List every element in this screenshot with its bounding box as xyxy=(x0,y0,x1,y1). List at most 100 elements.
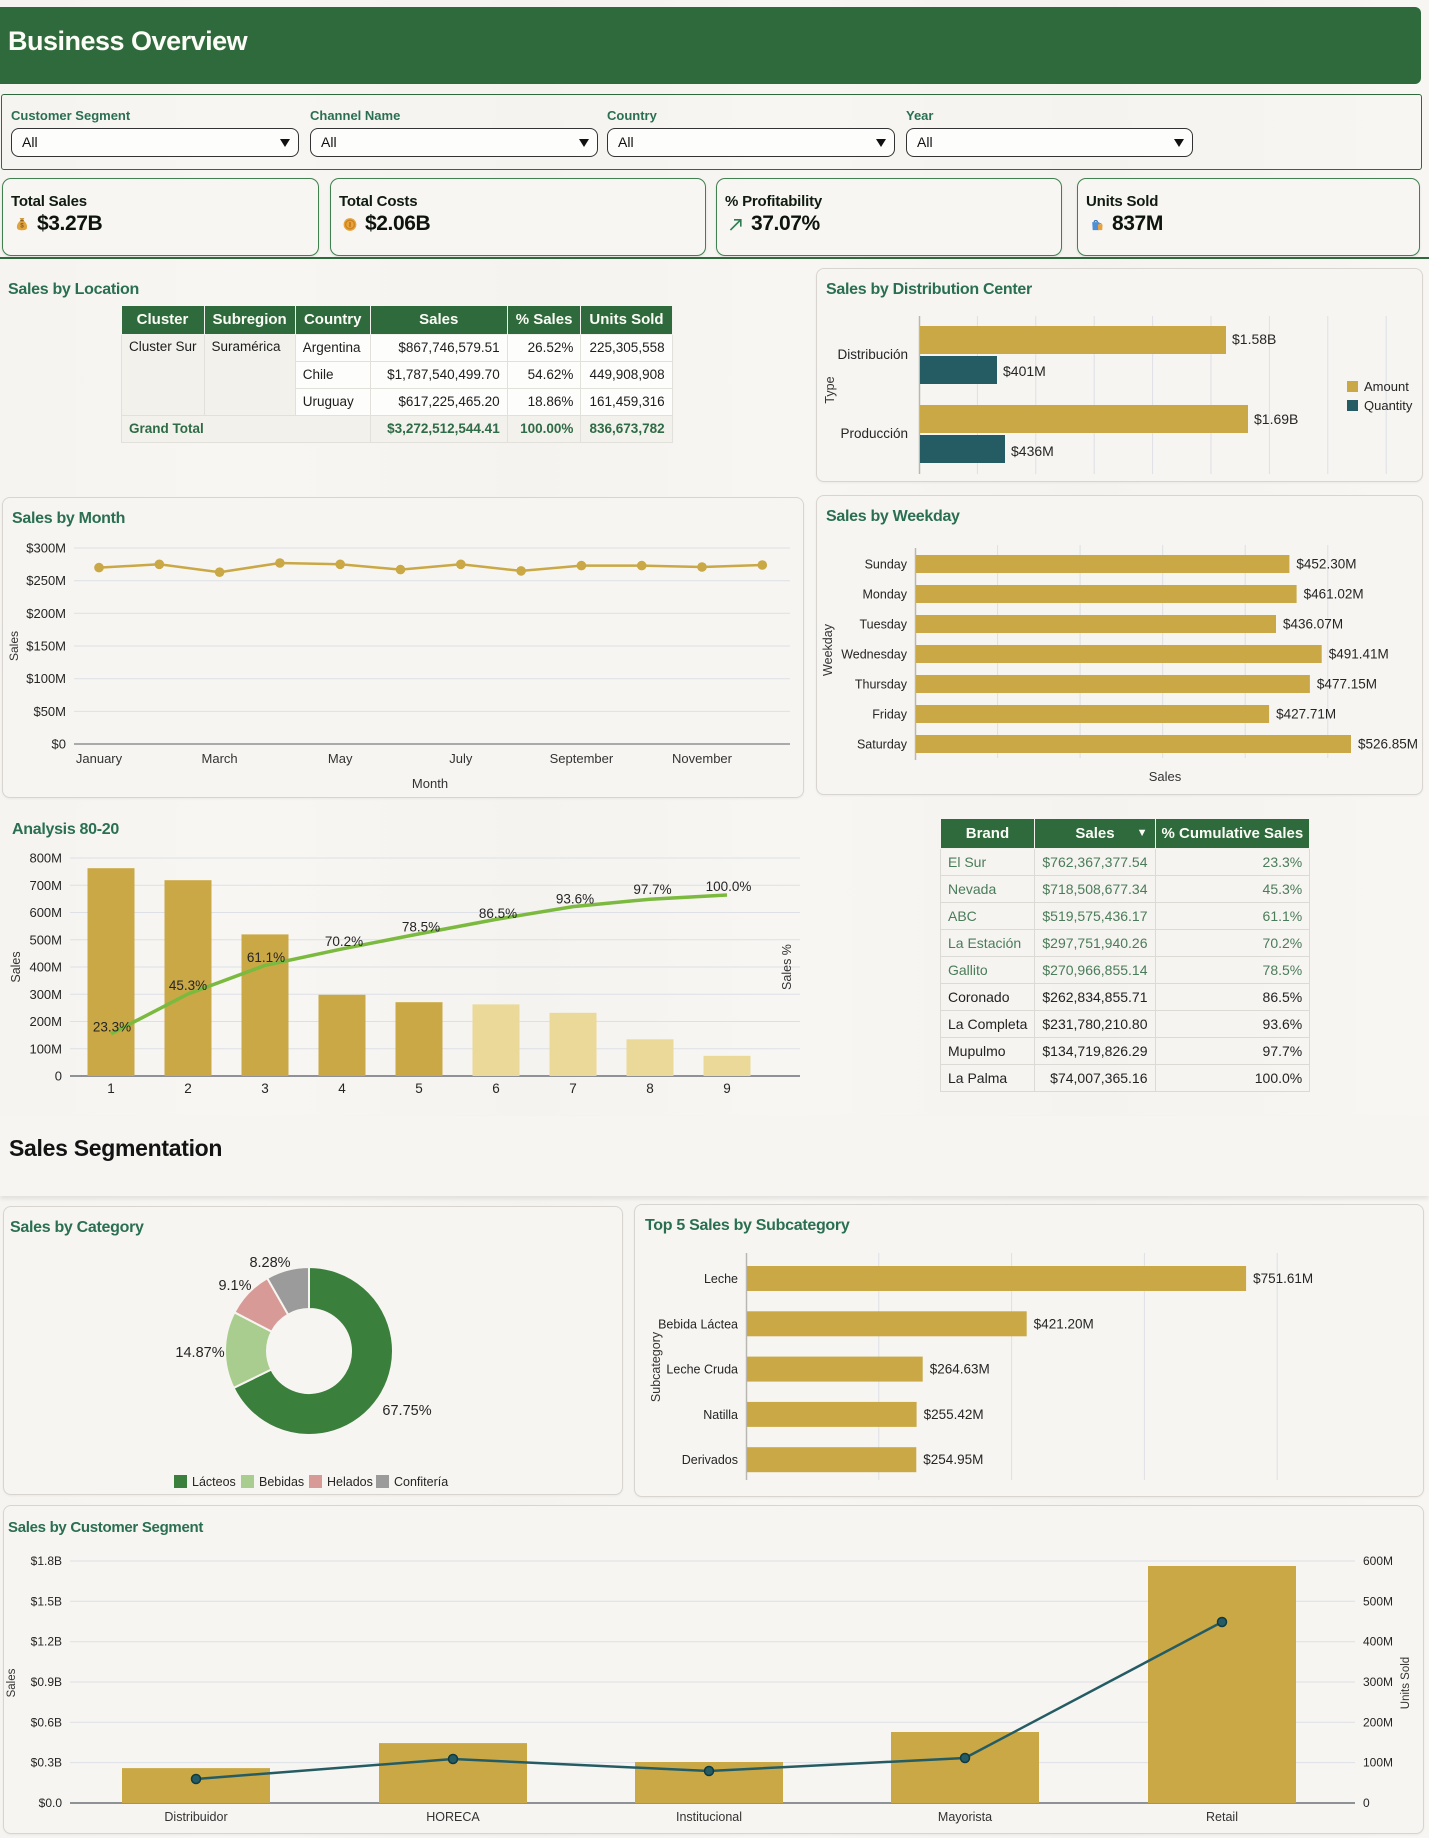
svg-text:45.3%: 45.3% xyxy=(169,978,207,993)
svg-text:Sales: Sales xyxy=(1149,769,1182,784)
svg-text:7: 7 xyxy=(569,1081,577,1096)
svg-text:$452.30M: $452.30M xyxy=(1296,557,1356,572)
svg-text:$250M: $250M xyxy=(26,573,66,588)
svg-text:$254.95M: $254.95M xyxy=(923,1452,983,1467)
svg-text:Sales %: Sales % xyxy=(780,944,794,990)
svg-text:93.6%: 93.6% xyxy=(556,892,594,907)
svg-text:$255.42M: $255.42M xyxy=(924,1407,984,1422)
svg-text:23.3%: 23.3% xyxy=(93,1020,131,1035)
svg-text:70.2%: 70.2% xyxy=(325,934,363,949)
svg-text:Monday: Monday xyxy=(863,588,908,602)
svg-text:600M: 600M xyxy=(1363,1554,1393,1568)
svg-text:700M: 700M xyxy=(29,878,62,893)
svg-text:Lácteos: Lácteos xyxy=(192,1475,236,1489)
svg-text:Saturday: Saturday xyxy=(857,738,908,752)
svg-text:Sunday: Sunday xyxy=(865,558,908,572)
svg-text:100M: 100M xyxy=(29,1041,62,1056)
svg-text:500M: 500M xyxy=(29,932,62,947)
svg-text:$491.41M: $491.41M xyxy=(1329,647,1389,662)
svg-text:300M: 300M xyxy=(1363,1675,1393,1689)
svg-text:$50M: $50M xyxy=(33,704,66,719)
svg-text:$150M: $150M xyxy=(26,639,66,654)
svg-text:500M: 500M xyxy=(1363,1594,1393,1608)
svg-text:0: 0 xyxy=(1363,1796,1370,1810)
svg-text:$0.6B: $0.6B xyxy=(31,1715,62,1729)
svg-text:Retail: Retail xyxy=(1206,1810,1238,1824)
svg-text:$421.20M: $421.20M xyxy=(1034,1316,1094,1331)
svg-text:200M: 200M xyxy=(29,1014,62,1029)
svg-text:97.7%: 97.7% xyxy=(633,882,671,897)
svg-text:Bebidas: Bebidas xyxy=(259,1475,304,1489)
svg-text:$: $ xyxy=(20,223,24,230)
svg-text:$436.07M: $436.07M xyxy=(1283,617,1343,632)
svg-text:Type: Type xyxy=(823,376,837,403)
svg-text:8.28%: 8.28% xyxy=(249,1255,290,1271)
svg-text:$200M: $200M xyxy=(26,606,66,621)
svg-text:$1.5B: $1.5B xyxy=(31,1594,62,1608)
svg-text:Quantity: Quantity xyxy=(1364,398,1413,413)
svg-text:Bebida Láctea: Bebida Láctea xyxy=(658,1317,738,1331)
svg-text:$264.63M: $264.63M xyxy=(930,1362,990,1377)
svg-text:67.75%: 67.75% xyxy=(382,1403,431,1419)
svg-text:Amount: Amount xyxy=(1364,379,1409,394)
svg-text:5: 5 xyxy=(415,1081,423,1096)
svg-text:Distribuidor: Distribuidor xyxy=(164,1810,227,1824)
svg-text:$0.3B: $0.3B xyxy=(31,1756,62,1770)
svg-text:Natilla: Natilla xyxy=(703,1408,738,1422)
svg-text:$1.69B: $1.69B xyxy=(1254,411,1298,427)
svg-text:3: 3 xyxy=(261,1081,269,1096)
svg-text:$300M: $300M xyxy=(26,541,66,556)
svg-text:$0: $0 xyxy=(52,737,66,752)
svg-text:November: November xyxy=(672,751,733,766)
svg-text:Sales: Sales xyxy=(9,951,23,982)
svg-text:800M: 800M xyxy=(29,851,62,866)
svg-text:$427.71M: $427.71M xyxy=(1276,707,1336,722)
svg-text:Derivados: Derivados xyxy=(682,1453,738,1467)
svg-text:Weekday: Weekday xyxy=(821,623,835,676)
svg-text:Units Sold: Units Sold xyxy=(1400,1657,1412,1709)
svg-text:4: 4 xyxy=(338,1081,346,1096)
svg-text:Wednesday: Wednesday xyxy=(841,648,908,662)
svg-text:Leche Cruda: Leche Cruda xyxy=(666,1363,738,1377)
svg-text:$526.85M: $526.85M xyxy=(1358,737,1418,752)
svg-text:Tuesday: Tuesday xyxy=(860,618,908,632)
svg-text:100.0%: 100.0% xyxy=(706,879,752,894)
svg-text:May: May xyxy=(328,751,353,766)
svg-text:$1.58B: $1.58B xyxy=(1232,331,1276,347)
svg-text:Institucional: Institucional xyxy=(676,1810,742,1824)
svg-text:2: 2 xyxy=(184,1081,192,1096)
svg-text:September: September xyxy=(550,751,614,766)
svg-text:Month: Month xyxy=(412,776,448,791)
svg-text:8: 8 xyxy=(646,1081,654,1096)
svg-text:Leche: Leche xyxy=(704,1272,738,1286)
svg-text:$0.9B: $0.9B xyxy=(31,1675,62,1689)
svg-text:61.1%: 61.1% xyxy=(247,950,285,965)
svg-text:300M: 300M xyxy=(29,987,62,1002)
svg-text:400M: 400M xyxy=(29,960,62,975)
svg-text:$1.2B: $1.2B xyxy=(31,1635,62,1649)
svg-text:600M: 600M xyxy=(29,905,62,920)
svg-text:400M: 400M xyxy=(1363,1635,1393,1649)
svg-text:Sales: Sales xyxy=(7,631,21,661)
svg-text:$100M: $100M xyxy=(26,671,66,686)
svg-text:HORECA: HORECA xyxy=(426,1810,480,1824)
svg-text:Producción: Producción xyxy=(840,426,908,441)
svg-text:86.5%: 86.5% xyxy=(479,906,517,921)
svg-text:78.5%: 78.5% xyxy=(402,920,440,935)
svg-text:$1.8B: $1.8B xyxy=(31,1554,62,1568)
svg-text:0: 0 xyxy=(55,1069,62,1084)
svg-text:Sales: Sales xyxy=(6,1668,18,1697)
svg-text:1: 1 xyxy=(107,1081,115,1096)
svg-text:14.87%: 14.87% xyxy=(175,1345,224,1361)
svg-text:$751.61M: $751.61M xyxy=(1253,1271,1313,1286)
svg-text:$477.15M: $477.15M xyxy=(1317,677,1377,692)
svg-text:Confitería: Confitería xyxy=(394,1475,448,1489)
svg-text:Subcategory: Subcategory xyxy=(649,1331,663,1402)
svg-text:January: January xyxy=(76,751,123,766)
svg-text:Thursday: Thursday xyxy=(855,678,908,692)
svg-text:200M: 200M xyxy=(1363,1715,1393,1729)
svg-text:Distribución: Distribución xyxy=(837,347,908,362)
svg-text:$436M: $436M xyxy=(1011,443,1054,459)
svg-text:9.1%: 9.1% xyxy=(218,1278,251,1294)
svg-text:Helados: Helados xyxy=(327,1475,373,1489)
